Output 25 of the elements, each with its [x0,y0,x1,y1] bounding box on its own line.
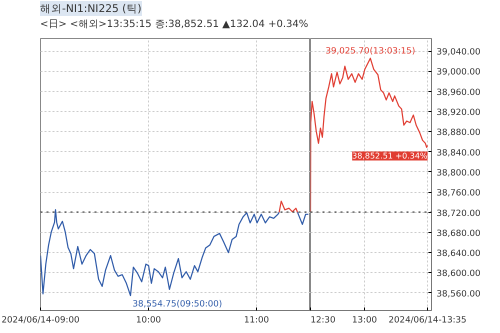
y-tick-label: 38,760.00 [436,188,481,198]
y-tick-label: 38,720.00 [436,208,481,218]
x-tick-label: 2024/06/14-09:00 [2,315,80,326]
annotation: 38,554.75(09:50:00) [132,299,222,310]
x-tick-label: 10:00 [136,315,161,326]
y-tick-label: 38,680.00 [436,228,481,238]
y-tick-label: 39,000.00 [436,67,481,78]
line-series [310,57,428,212]
annotation: 38,852.51 +0.34% [352,151,428,160]
y-tick-label: 39,040.00 [436,47,481,58]
chart-title: 해외-NI1:NI225 (틱) [40,1,142,16]
x-tick-label: 12:30 [310,315,336,326]
y-tick-label: 38,960.00 [436,87,481,98]
y-tick-label: 38,840.00 [436,148,481,158]
chart-subtitle: <日> <해외>13:35:15 종:38,852.51 ▲132.04 +0.34% [40,18,308,32]
x-tick-label: 2024/06/14-13:35 [388,315,467,326]
annotation: 39,025.70(13:03:15) [326,46,416,56]
x-tick-label: 11:00 [244,315,269,326]
x-tick-label: 13:00 [352,315,377,326]
y-tick-label: 38,880.00 [436,128,481,138]
y-tick-label: 38,800.00 [436,168,481,178]
y-tick-label: 38,560.00 [436,288,481,299]
y-tick-label: 38,640.00 [436,248,481,259]
y-tick-label: 38,920.00 [436,108,481,118]
y-tick-label: 38,600.00 [436,268,481,279]
